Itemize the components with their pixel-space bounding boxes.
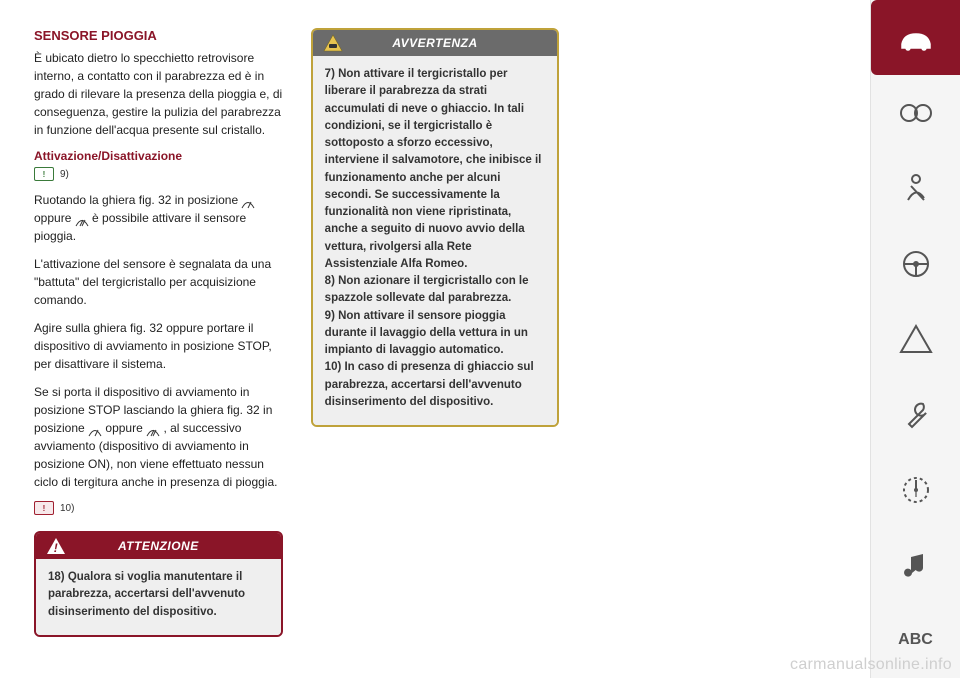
tab-multimedia[interactable]	[871, 527, 960, 602]
abc-icon: ABC	[896, 620, 936, 660]
tab-safety[interactable]	[871, 151, 960, 226]
wrench-icon	[896, 394, 936, 434]
callout-avvertenza-label: AVVERTENZA	[392, 36, 477, 50]
specs-icon: i	[896, 470, 936, 510]
callout-attenzione-label: ATTENZIONE	[118, 539, 199, 553]
intro-paragraph: È ubicato dietro lo specchietto retrovis…	[34, 49, 283, 139]
wiper-low-icon	[241, 196, 255, 206]
tab-index[interactable]: ABC	[871, 603, 960, 678]
column-right	[587, 28, 836, 637]
car-icon	[896, 18, 936, 58]
section-tabbar: i ABC	[870, 0, 960, 678]
callout-attenzione: ! ATTENZIONE 18) Qualora si voglia manut…	[34, 531, 283, 637]
callout-avvertenza: AVVERTENZA 7) Non attivare il tergicrist…	[311, 28, 560, 427]
para4-b: oppure	[105, 421, 146, 435]
svg-text:i: i	[914, 489, 917, 499]
note-ref-9: ! 9)	[34, 167, 283, 181]
wiper-low-icon-2	[88, 424, 102, 434]
para-rotating-ring: Ruotando la ghiera fig. 32 in posizione …	[34, 191, 283, 245]
manual-page: SENSORE PIOGGIA È ubicato dietro lo spec…	[0, 0, 870, 678]
section-title-sensore-pioggia: SENSORE PIOGGIA	[34, 28, 283, 43]
column-left: SENSORE PIOGGIA È ubicato dietro lo spec…	[34, 28, 283, 637]
tab-starting-driving[interactable]	[871, 226, 960, 301]
callout-avvertenza-body: 7) Non attivare il tergicristallo per li…	[313, 56, 558, 425]
para-stop-behaviour: Se si porta il dispositivo di avviamento…	[34, 383, 283, 491]
tab-knowing-car[interactable]	[871, 0, 960, 75]
tab-tech-specs[interactable]: i	[871, 452, 960, 527]
wiper-high-icon-2	[146, 424, 160, 434]
tab-dashboard[interactable]	[871, 75, 960, 150]
para-deactivate: Agire sulla ghiera fig. 32 oppure portar…	[34, 319, 283, 373]
para1-b: oppure	[34, 211, 75, 225]
svg-text:!: !	[54, 541, 59, 555]
abc-label: ABC	[898, 631, 933, 649]
callout-attenzione-body: 18) Qualora si voglia manutentare il par…	[36, 559, 281, 635]
column-middle: AVVERTENZA 7) Non attivare il tergicrist…	[311, 28, 560, 637]
note-ref-10-text: 10)	[60, 503, 74, 514]
exclamation-triangle-icon: !	[46, 537, 66, 555]
music-icon	[896, 545, 936, 585]
note-badge-green-icon: !	[34, 167, 54, 181]
subhead-attivazione: Attivazione/Disattivazione	[34, 149, 283, 163]
seatbelt-icon	[896, 168, 936, 208]
caution-car-icon	[323, 34, 343, 52]
note-badge-red-icon: !	[34, 501, 54, 515]
callout-attenzione-header: ! ATTENZIONE	[36, 533, 281, 559]
callout-avvertenza-header: AVVERTENZA	[313, 30, 558, 56]
para1-a: Ruotando la ghiera fig. 32 in posizione	[34, 193, 241, 207]
content-columns: SENSORE PIOGGIA È ubicato dietro lo spec…	[0, 28, 870, 637]
note-ref-9-text: 9)	[60, 169, 69, 180]
tab-maintenance[interactable]	[871, 377, 960, 452]
wiper-high-icon	[75, 214, 89, 224]
tab-emergency[interactable]	[871, 301, 960, 376]
note-ref-10: ! 10)	[34, 501, 283, 515]
warning-icon	[896, 319, 936, 359]
para-activation-feedback: L'attivazione del sensore è segnalata da…	[34, 255, 283, 309]
dashboard-icon	[896, 93, 936, 133]
steering-icon	[896, 244, 936, 284]
